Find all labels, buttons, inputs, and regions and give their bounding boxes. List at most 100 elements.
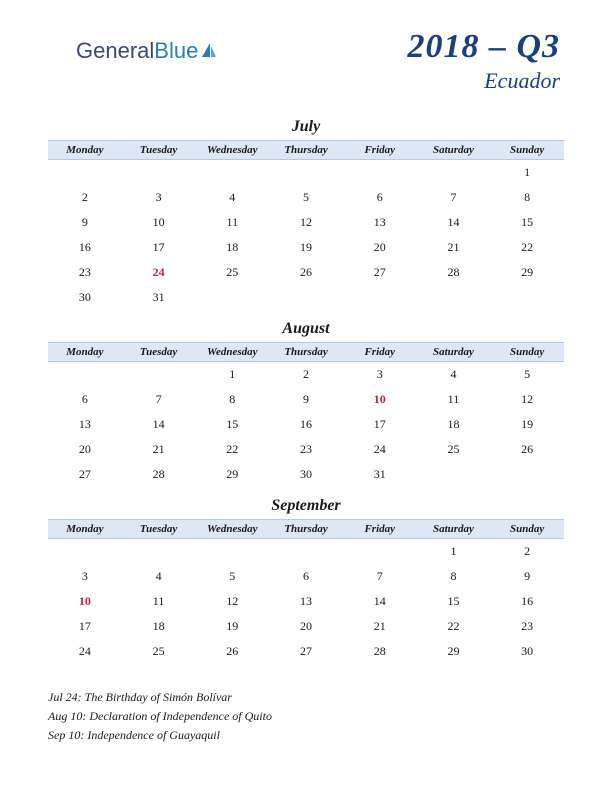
holiday-note: Jul 24: The Birthday of Simón Bolívar xyxy=(48,688,564,707)
day-cell: 4 xyxy=(195,185,269,210)
week-row: 1 xyxy=(48,160,564,185)
day-cell: 3 xyxy=(48,564,122,589)
day-cell: 14 xyxy=(343,589,417,614)
day-cell: 16 xyxy=(269,412,343,437)
day-cell: 10 xyxy=(122,210,196,235)
day-header-cell: Saturday xyxy=(417,520,491,538)
day-header-cell: Friday xyxy=(343,343,417,361)
day-cell: 16 xyxy=(490,589,564,614)
day-cell: 7 xyxy=(343,564,417,589)
day-cell: 17 xyxy=(48,614,122,639)
day-cell: 8 xyxy=(195,387,269,412)
day-cell: 2 xyxy=(490,539,564,564)
day-header-cell: Wednesday xyxy=(195,520,269,538)
quarter-title: 2018 – Q3 xyxy=(407,28,560,66)
day-cell: 21 xyxy=(122,437,196,462)
day-cell: 5 xyxy=(195,564,269,589)
week-row: 6789101112 xyxy=(48,387,564,412)
day-cell: 30 xyxy=(490,639,564,664)
holidays-list: Jul 24: The Birthday of Simón Bolívar Au… xyxy=(48,688,564,746)
day-cell xyxy=(490,285,564,310)
day-cell: 26 xyxy=(490,437,564,462)
day-cell xyxy=(417,160,491,185)
day-header-cell: Tuesday xyxy=(122,343,196,361)
day-cell xyxy=(269,285,343,310)
day-cell xyxy=(122,539,196,564)
week-row: 24252627282930 xyxy=(48,639,564,664)
week-row: 2728293031 xyxy=(48,462,564,487)
day-cell: 26 xyxy=(269,260,343,285)
day-header-cell: Sunday xyxy=(490,520,564,538)
day-header-cell: Tuesday xyxy=(122,520,196,538)
day-cell: 20 xyxy=(48,437,122,462)
day-header-cell: Monday xyxy=(48,141,122,159)
day-cell: 7 xyxy=(122,387,196,412)
day-cell xyxy=(343,539,417,564)
day-cell xyxy=(417,285,491,310)
day-cell xyxy=(343,160,417,185)
day-cell: 30 xyxy=(48,285,122,310)
week-row: 23242526272829 xyxy=(48,260,564,285)
day-cell: 20 xyxy=(343,235,417,260)
holiday-note: Aug 10: Declaration of Independence of Q… xyxy=(48,707,564,726)
day-cell: 16 xyxy=(48,235,122,260)
day-cell: 11 xyxy=(122,589,196,614)
day-cell xyxy=(490,462,564,487)
day-cell: 27 xyxy=(343,260,417,285)
day-header-cell: Saturday xyxy=(417,343,491,361)
day-cell: 20 xyxy=(269,614,343,639)
day-cell: 18 xyxy=(122,614,196,639)
day-header-cell: Thursday xyxy=(269,141,343,159)
day-cell xyxy=(122,362,196,387)
day-header-row: MondayTuesdayWednesdayThursdayFridaySatu… xyxy=(48,342,564,362)
calendars-container: JulyMondayTuesdayWednesdayThursdayFriday… xyxy=(48,118,564,664)
day-header-cell: Friday xyxy=(343,520,417,538)
day-cell: 29 xyxy=(195,462,269,487)
day-cell: 28 xyxy=(417,260,491,285)
holiday-note: Sep 10: Independence of Guayaquil xyxy=(48,726,564,745)
day-header-cell: Wednesday xyxy=(195,343,269,361)
day-cell: 18 xyxy=(417,412,491,437)
logo-sail-icon xyxy=(200,41,218,64)
day-cell xyxy=(417,462,491,487)
day-header-cell: Saturday xyxy=(417,141,491,159)
day-cell: 8 xyxy=(490,185,564,210)
day-cell: 17 xyxy=(343,412,417,437)
day-cell: 3 xyxy=(343,362,417,387)
day-cell: 15 xyxy=(195,412,269,437)
week-row: 3456789 xyxy=(48,564,564,589)
day-cell xyxy=(269,160,343,185)
day-cell: 2 xyxy=(269,362,343,387)
logo-text-general: General xyxy=(76,38,154,64)
day-cell: 12 xyxy=(269,210,343,235)
day-cell xyxy=(48,362,122,387)
day-cell: 23 xyxy=(269,437,343,462)
day-cell: 9 xyxy=(48,210,122,235)
day-cell: 1 xyxy=(417,539,491,564)
day-cell: 13 xyxy=(48,412,122,437)
month-name: August xyxy=(48,320,564,338)
day-cell: 19 xyxy=(490,412,564,437)
week-row: 16171819202122 xyxy=(48,235,564,260)
day-cell: 5 xyxy=(269,185,343,210)
day-cell: 24 xyxy=(48,639,122,664)
month-name: July xyxy=(48,118,564,136)
day-cell: 6 xyxy=(269,564,343,589)
day-cell xyxy=(195,285,269,310)
week-row: 9101112131415 xyxy=(48,210,564,235)
day-cell: 19 xyxy=(269,235,343,260)
day-cell: 4 xyxy=(417,362,491,387)
day-cell: 6 xyxy=(343,185,417,210)
day-cell: 21 xyxy=(417,235,491,260)
day-cell: 11 xyxy=(195,210,269,235)
day-cell: 22 xyxy=(490,235,564,260)
logo: GeneralBlue xyxy=(76,38,218,64)
day-header-cell: Monday xyxy=(48,520,122,538)
day-cell xyxy=(48,539,122,564)
week-row: 20212223242526 xyxy=(48,437,564,462)
logo-text-blue: Blue xyxy=(154,38,198,64)
calendar-month: August MondayTuesdayWednesdayThursdayFrid… xyxy=(48,320,564,487)
day-cell: 28 xyxy=(343,639,417,664)
day-cell: 3 xyxy=(122,185,196,210)
day-cell: 26 xyxy=(195,639,269,664)
